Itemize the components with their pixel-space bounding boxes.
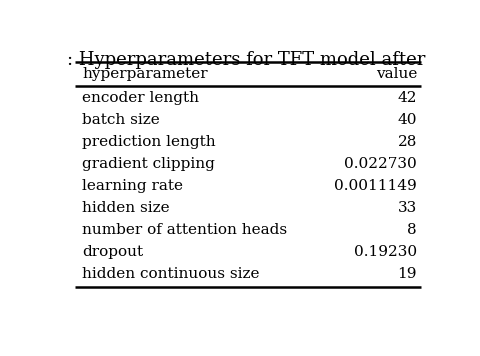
Text: : Hyperparameters for TFT model after: : Hyperparameters for TFT model after <box>67 51 426 69</box>
Text: dropout: dropout <box>83 245 144 260</box>
Text: 40: 40 <box>397 113 417 127</box>
Text: value: value <box>376 67 417 81</box>
Text: batch size: batch size <box>83 113 160 127</box>
Text: number of attention heads: number of attention heads <box>83 224 288 237</box>
Text: 0.19230: 0.19230 <box>354 245 417 260</box>
Text: hidden continuous size: hidden continuous size <box>83 267 260 282</box>
Text: prediction length: prediction length <box>83 135 216 149</box>
Text: 0.0011149: 0.0011149 <box>335 179 417 193</box>
Text: 42: 42 <box>397 91 417 105</box>
Text: learning rate: learning rate <box>83 179 183 193</box>
Text: 0.022730: 0.022730 <box>344 157 417 171</box>
Text: encoder length: encoder length <box>83 91 199 105</box>
Text: 8: 8 <box>408 224 417 237</box>
Text: hidden size: hidden size <box>83 201 170 215</box>
Text: 33: 33 <box>398 201 417 215</box>
Text: 19: 19 <box>397 267 417 282</box>
Text: 28: 28 <box>398 135 417 149</box>
Text: gradient clipping: gradient clipping <box>83 157 215 171</box>
Text: hyperparameter: hyperparameter <box>83 67 208 81</box>
